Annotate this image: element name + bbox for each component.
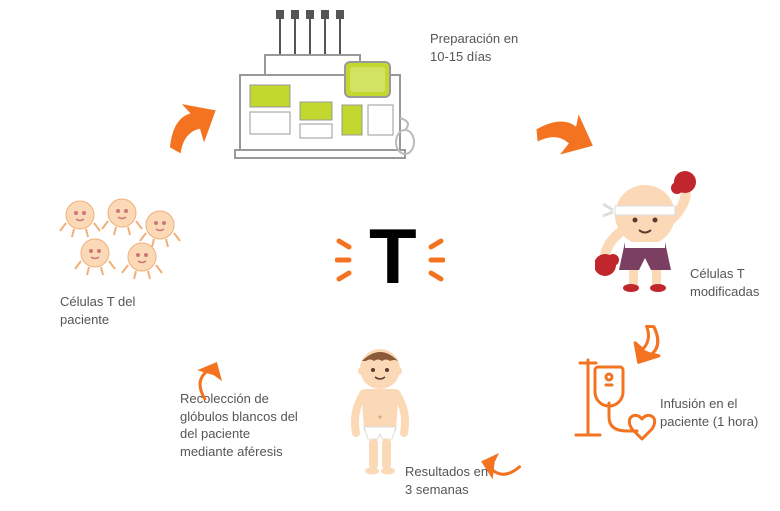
cells-icon (50, 195, 190, 295)
arrow-machine-to-fighter (530, 105, 600, 175)
label-patient-cells: Células T del paciente (60, 293, 135, 328)
arrow-patient-to-cells (185, 355, 235, 405)
center-emblem: T (335, 215, 445, 310)
arrow-cells-to-machine (160, 95, 230, 165)
arrow-iv-to-patient (475, 440, 525, 490)
arrow-fighter-to-iv (622, 320, 672, 370)
label-infusion: Infusión en el paciente (1 hora) (660, 395, 758, 430)
label-prep: Preparación en 10-15 días (430, 30, 518, 65)
fighter-cell-icon (595, 170, 705, 305)
center-letter: T (369, 211, 417, 302)
machine-icon (230, 10, 415, 170)
label-modified: Células T modificadas (690, 265, 759, 300)
